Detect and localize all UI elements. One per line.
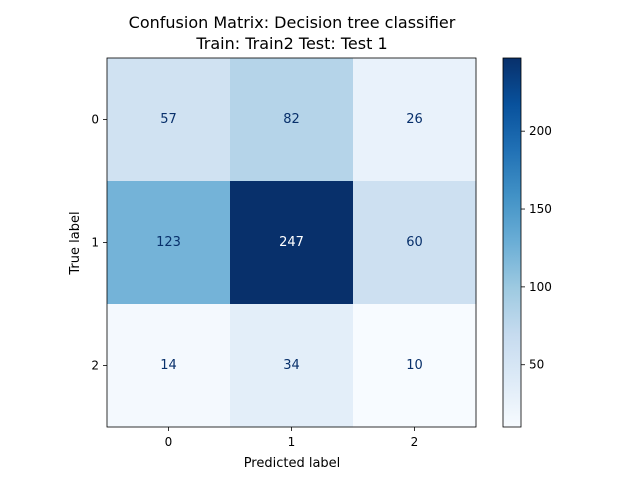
x-axis-label: Predicted label [244, 456, 341, 471]
heatmap-cell [107, 181, 231, 305]
x-axis-ticks: 0 1 2 [165, 427, 419, 449]
chart-subtitle: Train: Train2 Test: Test 1 [195, 34, 387, 53]
colorbar-ticks: 50 100 150 200 [521, 124, 552, 372]
cell-value-label: 10 [406, 358, 423, 373]
heatmap-cells [107, 58, 477, 428]
y-tick-label: 0 [91, 113, 99, 127]
colorbar-tick-label: 100 [529, 280, 552, 294]
cell-value-label: 123 [156, 235, 181, 250]
y-tick-label: 2 [91, 359, 99, 373]
cell-value-label: 247 [279, 235, 304, 250]
x-tick-label: 2 [411, 435, 419, 449]
heatmap-cell [353, 304, 477, 428]
cell-value-label: 34 [283, 358, 300, 373]
heatmap-cell [353, 58, 477, 182]
colorbar-tick-label: 200 [529, 124, 552, 138]
colorbar-frame [502, 57, 522, 428]
y-tick-label: 1 [91, 236, 99, 250]
colorbar-tick-label: 50 [529, 358, 544, 372]
x-tick-label: 1 [288, 435, 296, 449]
heatmap-cell [353, 181, 477, 305]
cell-value-label: 14 [160, 358, 177, 373]
heatmap-cell-labels: 57 82 26 123 247 60 14 34 10 [156, 112, 423, 373]
cell-value-label: 60 [406, 235, 423, 250]
heatmap-cell [230, 304, 354, 428]
heatmap-cell [107, 304, 231, 428]
heatmap-cell [230, 181, 354, 305]
y-axis-label: True label [68, 211, 83, 275]
cell-value-label: 57 [160, 112, 177, 127]
y-axis-ticks: 0 1 2 [91, 113, 107, 373]
chart-title: Confusion Matrix: Decision tree classifi… [129, 13, 456, 32]
colorbar-tick-label: 150 [529, 202, 552, 216]
cell-value-label: 26 [406, 112, 423, 127]
heatmap-cell [107, 58, 231, 182]
cell-value-label: 82 [283, 112, 300, 127]
heatmap-cell [230, 58, 354, 182]
colorbar [503, 58, 521, 427]
x-tick-label: 0 [165, 435, 173, 449]
